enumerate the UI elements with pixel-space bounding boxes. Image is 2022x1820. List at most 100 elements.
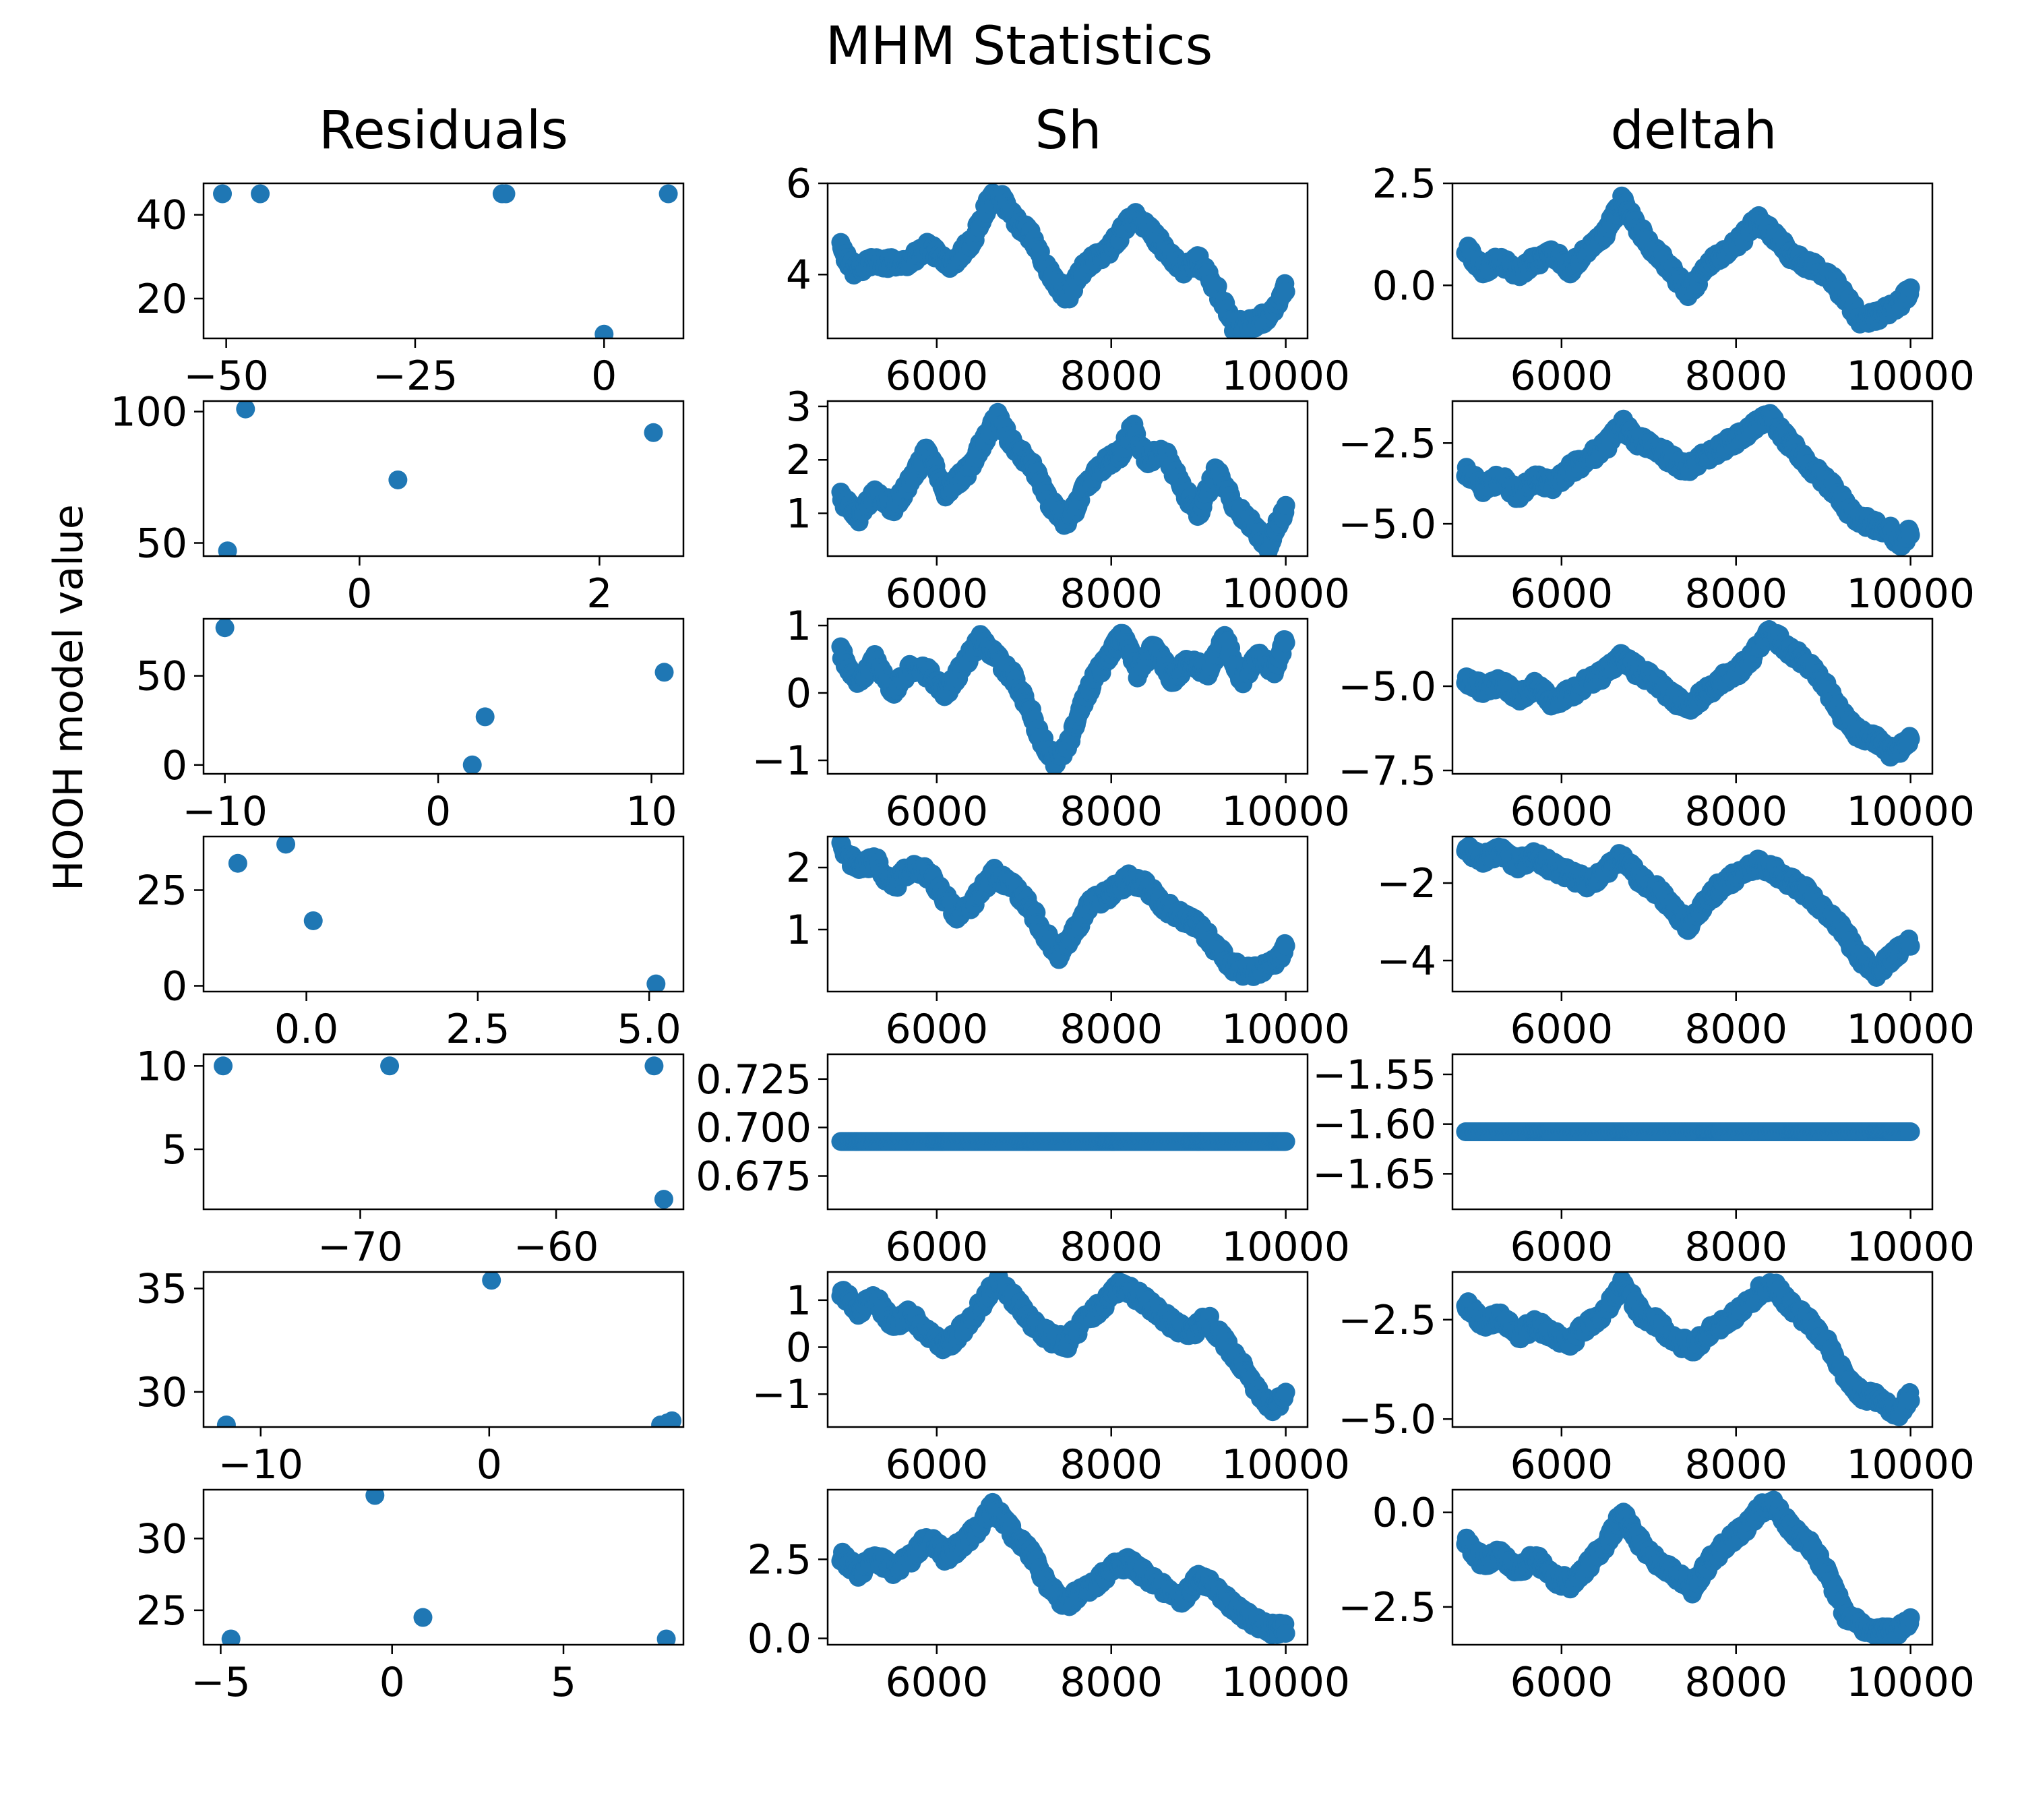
scatter-point	[1276, 495, 1295, 515]
data-points	[831, 624, 1295, 774]
x-tick-label: 6000	[885, 1659, 988, 1706]
y-tick-label: 4	[786, 251, 811, 299]
axes-frame	[202, 1271, 685, 1428]
y-tick-label: 2.5	[1372, 160, 1436, 208]
scatter-point	[251, 184, 270, 204]
x-tick-label: 6000	[885, 1006, 988, 1053]
scatter-point	[218, 541, 237, 556]
y-tick-label: 50	[136, 653, 187, 700]
scatter-point	[482, 1272, 501, 1290]
y-tick-label: −2.5	[1338, 420, 1436, 467]
data-points	[831, 1492, 1295, 1645]
scatter-point	[413, 1608, 433, 1627]
scatter-point	[1276, 936, 1295, 956]
scatter-point	[213, 184, 233, 204]
data-points	[228, 837, 666, 992]
y-tick-label: 0.700	[696, 1105, 811, 1152]
axes-frame	[202, 1053, 685, 1211]
panel-r1-c2: 6000 8000 10000−5.0−2.5	[1338, 400, 1975, 617]
y-tick-label: 0	[162, 963, 187, 1010]
y-tick-label: 30	[136, 1369, 187, 1416]
data-points	[831, 837, 1295, 986]
scatter-point	[1276, 282, 1295, 301]
axes-frame	[826, 1488, 1309, 1646]
y-tick-label: −1	[752, 1371, 811, 1418]
scatter-point	[303, 911, 323, 930]
scatter-point	[1276, 1383, 1295, 1402]
x-tick-label: 10000	[1846, 353, 1975, 400]
y-tick-label: 2	[786, 437, 811, 484]
scatter-point	[1276, 1132, 1295, 1151]
data-points	[831, 183, 1295, 338]
x-tick-label: 10000	[1221, 1006, 1350, 1053]
x-tick-label: 6000	[885, 353, 988, 400]
column-title-residuals: Residuals	[319, 100, 568, 161]
x-tick-label: 2	[586, 570, 612, 617]
axes-frame	[1451, 182, 1934, 340]
x-tick-label: 6000	[885, 570, 988, 617]
data-points	[1456, 620, 1920, 767]
x-tick-label: 10000	[1221, 353, 1350, 400]
data-points	[831, 402, 1295, 556]
y-tick-label: 0.725	[696, 1056, 811, 1103]
scatter-point	[215, 619, 235, 638]
scatter-point	[1276, 1624, 1295, 1643]
axes-frame	[1451, 400, 1934, 557]
data-points	[221, 1490, 676, 1645]
x-tick-label: 10	[625, 788, 677, 835]
axes-frame	[826, 1271, 1309, 1428]
scatter-point	[462, 755, 482, 774]
x-tick-label: 6000	[885, 1223, 988, 1271]
x-tick-label: 6000	[1510, 353, 1613, 400]
y-tick-label: 20	[136, 276, 187, 323]
x-tick-label: −25	[373, 353, 458, 400]
scatter-point	[646, 974, 666, 992]
y-tick-label: 1	[786, 491, 811, 538]
y-tick-label: 1	[786, 1277, 811, 1325]
x-tick-label: 5.0	[617, 1006, 681, 1053]
x-tick-label: 8000	[1684, 570, 1787, 617]
axes-frame	[202, 182, 685, 340]
data-points	[1456, 404, 1920, 556]
x-tick-label: 0	[591, 353, 617, 400]
y-tick-label: −1	[752, 737, 811, 785]
scatter-point	[475, 707, 495, 727]
panel-r5-c1: 6000 8000 10000−101	[752, 1271, 1350, 1488]
x-tick-label: 8000	[1060, 1659, 1163, 1706]
scatter-point	[221, 1629, 241, 1645]
x-tick-label: 8000	[1060, 788, 1163, 835]
figure-title: MHM Statistics	[826, 16, 1213, 77]
x-tick-label: 6000	[1510, 788, 1613, 835]
data-points	[213, 184, 678, 338]
y-tick-label: 0	[162, 742, 187, 789]
scatter-point	[654, 663, 674, 682]
x-tick-label: 6000	[885, 788, 988, 835]
y-tick-label: 2.5	[747, 1536, 811, 1583]
x-tick-label: 8000	[1684, 353, 1787, 400]
x-tick-label: 10000	[1221, 570, 1350, 617]
x-tick-label: 5	[551, 1659, 576, 1706]
data-points	[1456, 186, 1920, 334]
x-tick-label: −10	[182, 788, 268, 835]
axes-frame	[826, 400, 1309, 557]
y-tick-label: 1	[786, 907, 811, 954]
y-tick-label: 100	[110, 389, 187, 436]
x-tick-label: 0	[379, 1659, 405, 1706]
scatter-point	[216, 1415, 236, 1427]
x-tick-label: 0.0	[274, 1006, 338, 1053]
data-points	[214, 1056, 673, 1209]
y-tick-label: 30	[136, 1515, 187, 1563]
data-points	[831, 1272, 1295, 1422]
y-tick-label: 50	[136, 520, 187, 568]
y-tick-label: 0.675	[696, 1153, 811, 1201]
axes-frame	[202, 400, 685, 557]
scatter-point	[388, 470, 408, 489]
axes-frame	[202, 617, 685, 775]
